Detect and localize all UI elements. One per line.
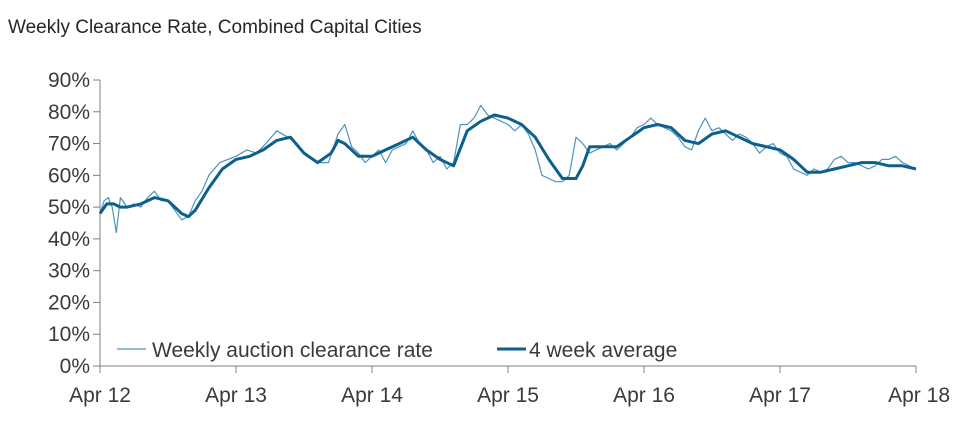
x-tick-labels: Apr 12 Apr 13 Apr 14 Apr 15 Apr 16 Apr 17 Apr … — [69, 384, 950, 407]
x-tick-label: Apr 14 — [341, 384, 403, 407]
x-tick-label: Apr 18 — [888, 384, 950, 407]
series-line-4-week-average — [98, 113, 917, 219]
y-tick-labels: 0% 10% 20% 30% 40% 50% 60% 70% 80% 90% — [48, 69, 90, 378]
y-tick-label: 90% — [48, 69, 90, 92]
x-tick-label: Apr 12 — [69, 384, 131, 407]
y-tick-label: 70% — [48, 133, 90, 156]
y-tick-label: 20% — [48, 291, 90, 314]
y-tick-label: 10% — [48, 323, 90, 346]
legend-average-label: 4 week average — [529, 339, 677, 362]
axis-ticks — [93, 79, 917, 373]
y-tick-label: 50% — [48, 196, 90, 219]
chart-title: Weekly Clearance Rate, Combined Capital … — [8, 17, 422, 38]
legend-weekly-label: Weekly auction clearance rate — [152, 339, 433, 362]
y-tick-label: 0% — [60, 355, 90, 378]
y-tick-label: 80% — [48, 101, 90, 124]
series-layer — [98, 104, 917, 234]
x-tick-label: Apr 16 — [613, 384, 675, 407]
x-tick-label: Apr 17 — [749, 384, 811, 407]
x-tick-label: Apr 15 — [477, 384, 539, 407]
y-tick-label: 40% — [48, 228, 90, 251]
y-tick-label: 30% — [48, 260, 90, 283]
x-tick-label: Apr 13 — [205, 384, 267, 407]
legend: Weekly auction clearance rate 4 week ave… — [117, 339, 677, 362]
y-tick-label: 60% — [48, 164, 90, 187]
